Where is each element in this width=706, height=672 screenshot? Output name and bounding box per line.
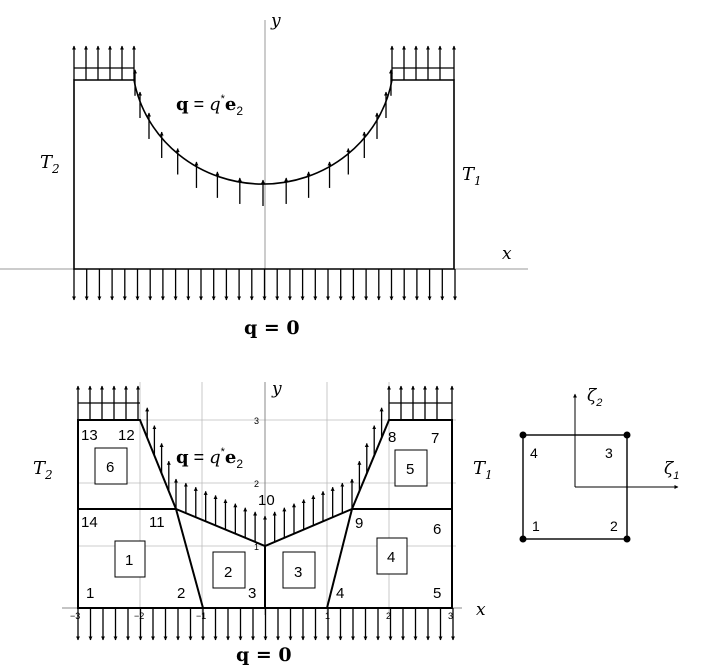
node-label-5: 5 (433, 585, 441, 602)
node-label-9: 9 (355, 515, 363, 532)
x-tick-2: 2 (386, 611, 391, 621)
zeta2-label: ζ2 (587, 386, 602, 409)
element-box-2 (212, 551, 246, 589)
top-load-arrows (72, 45, 456, 206)
node-label-13: 13 (81, 427, 98, 444)
reference-square (522, 434, 628, 540)
node-label-1: 1 (86, 585, 94, 602)
node-label-2: 2 (177, 585, 185, 602)
x-tick-neg2: −2 (134, 611, 144, 621)
node-label-3: 3 (248, 585, 256, 602)
element-label-5: 5 (406, 461, 414, 478)
element-label-4: 4 (387, 549, 395, 566)
bottom-load-arrows (76, 385, 454, 546)
node-label-6: 6 (433, 521, 441, 538)
corner-label-2: 2 (610, 518, 618, 534)
top-x-axis-label: x (502, 244, 512, 264)
node-label-7: 7 (431, 430, 439, 447)
zeta1-label: ζ1 (664, 459, 679, 482)
element-labels: 1 2 3 4 5 6 (94, 447, 428, 589)
corner-dot-4 (519, 431, 527, 439)
node-label-8: 8 (388, 429, 396, 446)
element-label-1: 1 (125, 552, 133, 569)
x-tick-3: 3 (448, 611, 453, 621)
bottom-figure: x y −3 −2 −1 1 2 3 3 2 1 (33, 379, 493, 666)
reference-element: ζ1 ζ2 1 2 3 4 (519, 386, 679, 543)
bottom-bottom-load-label: q = 0 (236, 644, 292, 666)
y-tick-3: 3 (254, 416, 259, 426)
bottom-y-axis-label: y (271, 379, 282, 399)
bottom-load-label: q = q*e2 (176, 446, 243, 471)
corner-dot-3 (623, 431, 631, 439)
element-label-6: 6 (106, 459, 114, 476)
bottom-label-t2: T2 (33, 458, 53, 482)
x-tick-neg3: −3 (70, 611, 80, 621)
y-tick-2: 2 (254, 479, 259, 489)
bottom-label-t1: T1 (473, 458, 493, 482)
corner-dot-1 (519, 535, 527, 543)
bottom-bottom-arrows (76, 608, 455, 641)
corner-label-4: 4 (530, 445, 538, 461)
element-label-2: 2 (224, 564, 232, 581)
element-box-4 (376, 537, 408, 575)
top-domain-outline (73, 79, 455, 270)
top-load-label: q = q*e2 (176, 93, 243, 118)
top-y-axis-label: y (270, 11, 281, 31)
element-box-3 (282, 551, 316, 589)
node-labels: 1 2 3 4 5 6 7 8 9 10 11 12 13 14 (81, 427, 441, 602)
element-box-1 (114, 540, 146, 578)
element-label-3: 3 (294, 564, 302, 581)
element-box-6 (94, 447, 128, 485)
top-figure: x y T2 T1 q = q*e2 q = 0 (0, 11, 528, 339)
corner-label-3: 3 (605, 445, 613, 461)
node-label-11: 11 (149, 514, 165, 531)
bottom-y-ticks: 3 2 1 (254, 416, 259, 552)
top-label-t2: T2 (40, 152, 60, 176)
y-tick-1: 1 (254, 542, 259, 552)
node-label-12: 12 (118, 427, 135, 444)
node-label-4: 4 (336, 585, 344, 602)
top-label-t1: T1 (462, 164, 482, 188)
top-bottom-arrows (72, 269, 457, 301)
bottom-x-axis-label: x (476, 600, 486, 620)
node-label-14: 14 (81, 514, 98, 531)
element-box-5 (394, 449, 428, 487)
corner-dot-2 (623, 535, 631, 543)
corner-label-1: 1 (532, 518, 540, 534)
node-label-10: 10 (258, 492, 275, 509)
top-bottom-load-label: q = 0 (244, 317, 300, 339)
bottom-mesh-lines (78, 508, 452, 609)
x-tick-neg1: −1 (196, 611, 206, 621)
